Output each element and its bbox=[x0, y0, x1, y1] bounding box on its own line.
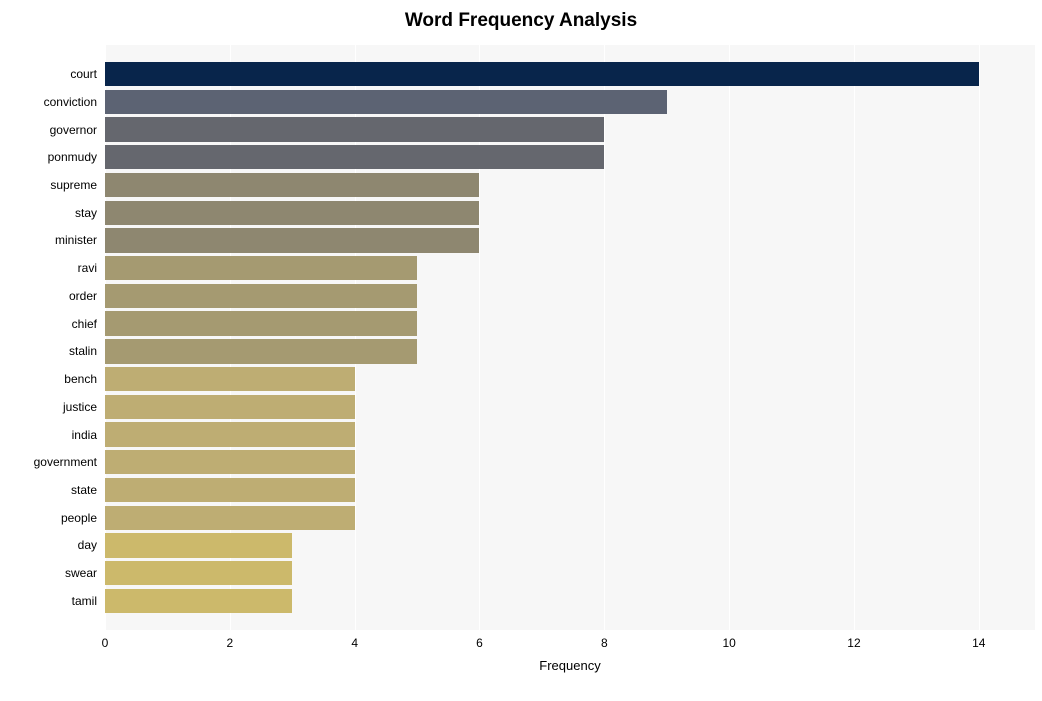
gridline bbox=[854, 45, 855, 630]
y-tick-label: swear bbox=[0, 566, 97, 580]
x-tick-label: 4 bbox=[335, 636, 375, 650]
y-tick-label: justice bbox=[0, 400, 97, 414]
y-tick-label: supreme bbox=[0, 178, 97, 192]
x-tick-label: 2 bbox=[210, 636, 250, 650]
x-tick-label: 8 bbox=[584, 636, 624, 650]
x-tick-label: 10 bbox=[709, 636, 749, 650]
bar-stay bbox=[105, 201, 479, 225]
bar-stalin bbox=[105, 339, 417, 363]
y-tick-label: day bbox=[0, 538, 97, 552]
x-tick-label: 0 bbox=[85, 636, 125, 650]
gridline bbox=[604, 45, 605, 630]
y-tick-label: minister bbox=[0, 233, 97, 247]
bar-chief bbox=[105, 311, 417, 335]
bar-state bbox=[105, 478, 355, 502]
y-tick-label: chief bbox=[0, 317, 97, 331]
y-tick-label: government bbox=[0, 455, 97, 469]
y-tick-label: court bbox=[0, 67, 97, 81]
y-tick-label: ponmudy bbox=[0, 150, 97, 164]
y-tick-label: state bbox=[0, 483, 97, 497]
chart-title: Word Frequency Analysis bbox=[0, 10, 1042, 32]
bar-swear bbox=[105, 561, 292, 585]
bar-people bbox=[105, 506, 355, 530]
x-tick-label: 12 bbox=[834, 636, 874, 650]
y-tick-label: conviction bbox=[0, 95, 97, 109]
y-tick-label: order bbox=[0, 289, 97, 303]
bar-order bbox=[105, 284, 417, 308]
bar-ponmudy bbox=[105, 145, 604, 169]
bar-conviction bbox=[105, 90, 667, 114]
bar-supreme bbox=[105, 173, 479, 197]
bar-government bbox=[105, 450, 355, 474]
y-tick-label: india bbox=[0, 428, 97, 442]
bar-day bbox=[105, 533, 292, 557]
y-tick-label: stay bbox=[0, 206, 97, 220]
y-tick-label: bench bbox=[0, 372, 97, 386]
gridline bbox=[729, 45, 730, 630]
x-tick-label: 6 bbox=[459, 636, 499, 650]
bar-justice bbox=[105, 395, 355, 419]
plot-area bbox=[105, 45, 1035, 630]
y-tick-label: ravi bbox=[0, 261, 97, 275]
chart-container: Word Frequency Analysis Frequency 0 2 4 6 8 1… bbox=[0, 0, 1042, 701]
y-tick-label: stalin bbox=[0, 344, 97, 358]
bar-minister bbox=[105, 228, 479, 252]
bar-india bbox=[105, 422, 355, 446]
x-tick-label: 14 bbox=[959, 636, 999, 650]
bar-tamil bbox=[105, 589, 292, 613]
bar-governor bbox=[105, 117, 604, 141]
bar-bench bbox=[105, 367, 355, 391]
y-tick-label: governor bbox=[0, 123, 97, 137]
y-tick-label: tamil bbox=[0, 594, 97, 608]
bar-ravi bbox=[105, 256, 417, 280]
bar-court bbox=[105, 62, 979, 86]
x-axis-label: Frequency bbox=[105, 658, 1035, 673]
y-tick-label: people bbox=[0, 511, 97, 525]
gridline bbox=[979, 45, 980, 630]
